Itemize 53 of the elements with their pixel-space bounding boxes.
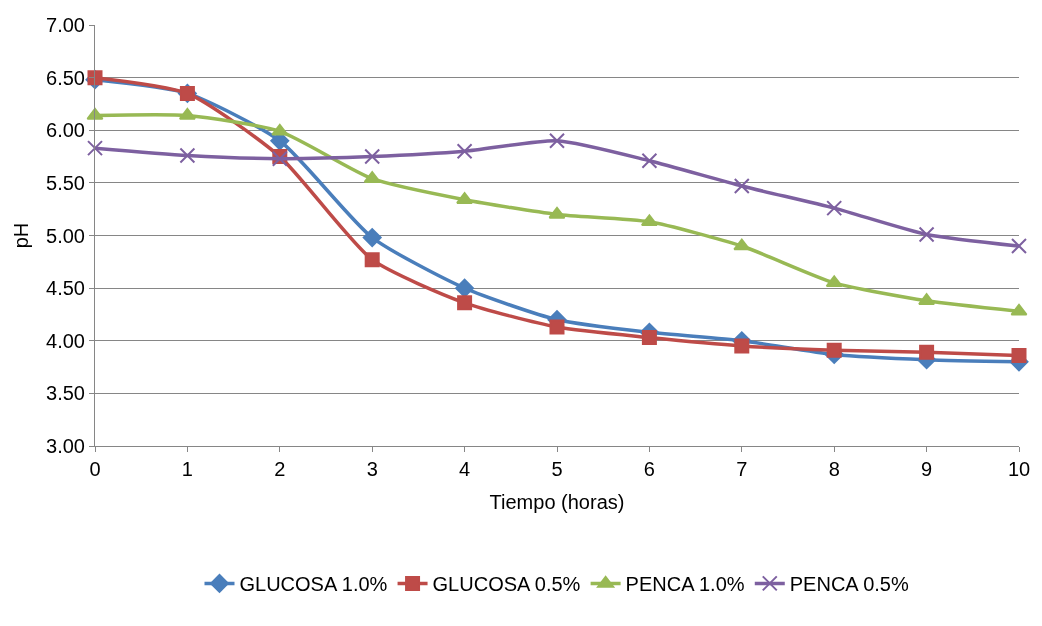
y-tick-label: 3.00 <box>46 435 85 457</box>
point <box>641 330 657 346</box>
x-tick-label: 2 <box>274 458 286 480</box>
y-axis-title: pH <box>9 222 32 249</box>
y-tick-label: 5.00 <box>46 224 85 247</box>
y-tick-label: 6.50 <box>46 66 85 89</box>
point <box>549 319 565 335</box>
point <box>640 214 658 227</box>
x-tick-label: 10 <box>1007 458 1031 480</box>
y-tick-label: 5.50 <box>46 171 85 194</box>
legend-label: PENCA 1.0% <box>625 573 745 596</box>
point <box>825 275 843 288</box>
x-tick-label: 3 <box>366 458 378 480</box>
point <box>549 132 565 149</box>
point <box>548 206 566 219</box>
x-tick-label: 4 <box>459 458 471 480</box>
point <box>919 344 935 360</box>
point <box>456 143 473 160</box>
point <box>362 228 382 248</box>
point <box>364 252 380 268</box>
y-tick-label: 3.50 <box>46 382 85 405</box>
point <box>641 152 658 169</box>
x-tick-label: 8 <box>828 458 840 480</box>
point <box>1010 303 1028 316</box>
point <box>1011 238 1027 255</box>
point <box>1011 347 1027 363</box>
y-tick-label: 4.50 <box>46 277 85 300</box>
x-tick-label: 9 <box>921 458 933 480</box>
point <box>734 338 750 354</box>
point <box>271 123 289 136</box>
x-tick-label: 7 <box>736 458 748 480</box>
point <box>826 342 842 358</box>
x-tick-label: 6 <box>643 458 655 480</box>
point <box>918 226 935 243</box>
point <box>87 140 103 157</box>
point <box>179 147 196 164</box>
point <box>455 278 475 298</box>
point <box>733 178 750 195</box>
point <box>918 293 936 306</box>
point <box>826 200 843 217</box>
legend-label: PENCA 0.5% <box>789 573 909 596</box>
x-axis-title: Tiempo (horas) <box>489 490 625 513</box>
point <box>364 148 381 165</box>
x-tick-label: 1 <box>181 458 193 480</box>
point <box>733 238 751 251</box>
x-tick-label: 0 <box>89 458 101 480</box>
legend-label: GLUCOSA 0.5% <box>432 573 581 596</box>
y-tick-label: 4.00 <box>46 329 85 352</box>
y-tick-label: 7.00 <box>46 14 85 36</box>
x-tick-label: 5 <box>551 458 563 480</box>
y-tick-label: 6.00 <box>46 119 85 142</box>
point <box>457 295 473 311</box>
legend-label: GLUCOSA 1.0% <box>239 573 388 596</box>
